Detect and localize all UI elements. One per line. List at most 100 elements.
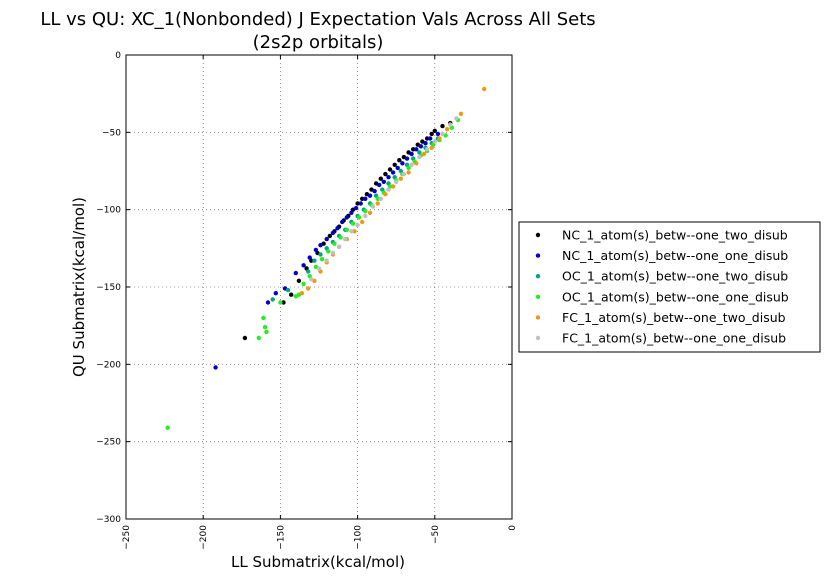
data-point (264, 329, 269, 335)
data-point (318, 243, 323, 248)
data-point (409, 162, 414, 167)
legend-label: FC_1_atom(s)_betw--one_one_disub (562, 331, 786, 346)
data-point (448, 122, 453, 127)
data-point (383, 192, 388, 197)
data-point (406, 165, 411, 171)
data-point (307, 255, 312, 260)
data-point (367, 210, 373, 215)
axis-ticks: −250 −200 −150 −100 −50 0 0 −50 −100 −150 −200 −250… (96, 51, 518, 550)
data-point (370, 204, 376, 209)
data-point (381, 179, 386, 184)
data-point (395, 165, 400, 171)
legend-marker (535, 315, 541, 320)
data-point (440, 123, 445, 129)
series-6 (309, 116, 459, 282)
data-point (411, 147, 416, 152)
data-point (299, 291, 305, 296)
data-point (165, 425, 170, 430)
data-point (440, 131, 445, 137)
data-point (349, 229, 354, 234)
y-axis-label: QU Submatrix(kcal/mol) (70, 197, 88, 377)
x-tick-label: −150 (276, 525, 286, 550)
data-point (398, 176, 403, 181)
data-point (386, 175, 391, 180)
data-point (344, 215, 349, 220)
data-point (261, 315, 266, 321)
data-point (378, 196, 383, 201)
data-point (332, 241, 337, 246)
data-point (390, 184, 396, 189)
data-point (421, 151, 427, 157)
data-points (165, 86, 487, 430)
chart-title-line-2: (2s2p orbitals) (253, 32, 384, 53)
data-point (458, 111, 464, 117)
data-point (344, 227, 349, 232)
data-point (306, 269, 311, 274)
data-point (367, 193, 373, 198)
data-point (355, 222, 360, 228)
data-point (409, 151, 414, 157)
data-point (327, 233, 332, 239)
data-point (326, 249, 331, 254)
data-point (301, 263, 306, 268)
data-point (306, 286, 311, 291)
data-point (429, 145, 434, 150)
data-point (350, 221, 356, 226)
y-tick-label: −300 (96, 515, 121, 525)
data-point (432, 139, 437, 144)
data-point (414, 161, 419, 166)
data-point (340, 219, 345, 225)
legend-marker (535, 335, 541, 341)
legend-marker (535, 294, 541, 299)
data-point (482, 86, 487, 92)
series-2 (213, 131, 441, 370)
data-point (363, 196, 368, 201)
legend-label: OC_1_atom(s)_betw--one_one_disub (562, 289, 789, 304)
data-point (358, 201, 363, 206)
x-tick-label: −250 (122, 525, 132, 550)
data-point (265, 300, 271, 305)
data-point (424, 147, 430, 152)
data-point (428, 136, 433, 141)
data-point (313, 247, 319, 253)
x-axis-label: LL Submatrix(kcal/mol) (231, 553, 405, 571)
data-point (394, 179, 399, 184)
data-point (262, 325, 268, 330)
x-tick-label: −200 (199, 525, 209, 550)
data-point (324, 258, 329, 263)
data-point (437, 136, 442, 141)
data-point (424, 136, 430, 141)
data-point (355, 201, 360, 206)
data-point (301, 281, 306, 287)
data-point (213, 365, 218, 370)
data-point (390, 170, 396, 175)
legend-label: NC_1_atom(s)_betw--one_one_disub (562, 248, 788, 263)
data-point (372, 188, 377, 194)
chart-title-line-1: LL vs QU: XC_1(Nonbonded) J Expectation … (40, 9, 595, 30)
data-point (324, 236, 329, 242)
series-4 (165, 117, 461, 430)
data-point (273, 291, 278, 296)
data-point (423, 141, 428, 146)
data-point (360, 196, 365, 201)
data-point (242, 335, 248, 341)
data-point (270, 297, 275, 302)
data-point (432, 128, 437, 133)
data-point (293, 270, 298, 276)
legend-marker (535, 274, 541, 279)
data-point (338, 235, 343, 240)
data-point (375, 201, 380, 206)
legend-box (518, 221, 821, 353)
data-point (278, 300, 283, 305)
data-point (406, 170, 411, 175)
data-point (363, 213, 368, 219)
data-point (445, 127, 450, 132)
y-tick-label: −150 (96, 283, 121, 293)
x-tick-label: −100 (354, 525, 364, 550)
legend-label: OC_1_atom(s)_betw--one_two_disub (562, 269, 788, 284)
data-point (397, 158, 402, 163)
data-point (335, 226, 340, 231)
data-point (378, 176, 383, 181)
legend-marker (535, 232, 541, 238)
data-point (435, 131, 441, 137)
